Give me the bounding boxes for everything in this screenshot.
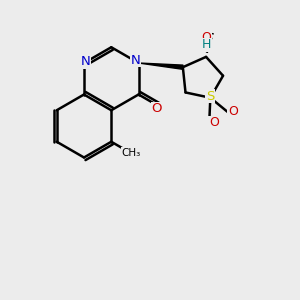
Text: N: N bbox=[81, 55, 90, 68]
Text: O: O bbox=[228, 105, 238, 118]
Text: S: S bbox=[206, 90, 214, 103]
Text: O: O bbox=[202, 32, 212, 44]
Text: N: N bbox=[131, 53, 140, 67]
Text: CH₃: CH₃ bbox=[121, 148, 140, 158]
Text: O: O bbox=[209, 116, 219, 129]
Text: O: O bbox=[151, 102, 162, 115]
Polygon shape bbox=[139, 63, 183, 69]
Text: H: H bbox=[202, 38, 211, 51]
